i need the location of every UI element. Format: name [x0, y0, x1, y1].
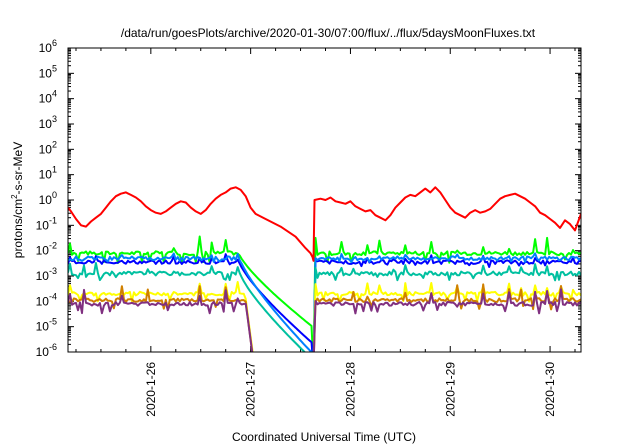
- series-line-lightblue: [68, 252, 581, 352]
- x-axis-label: Coordinated Universal Time (UTC): [232, 430, 416, 444]
- y-tick-label: 102: [39, 139, 57, 156]
- series-line-blue: [68, 253, 581, 352]
- series-line-red: [68, 186, 581, 262]
- x-axis-ticks: 2020-1-26 2020-1-27 2020-1-28 2020-1-29 2020…: [75, 48, 576, 417]
- x-tick-label: 2020-1-27: [244, 362, 258, 417]
- y-axis-ticks: 10-6 10-5 10-4 10-3 10-2 10-1 100 101 102 103 104 1…: [36, 38, 581, 359]
- y-tick-label: 101: [39, 165, 57, 182]
- y-tick-label: 10-3: [36, 266, 57, 283]
- y-tick-label: 105: [39, 63, 57, 80]
- y-tick-label: 103: [39, 114, 57, 131]
- x-tick-label: 2020-1-28: [343, 362, 357, 417]
- y-tick-label: 106: [39, 38, 57, 55]
- y-tick-label: 10-5: [36, 317, 57, 334]
- x-tick-label: 2020-1-30: [543, 362, 557, 417]
- plot-frame: [67, 47, 582, 353]
- y-tick-label: 100: [39, 190, 57, 207]
- series-line-yellow: [68, 281, 581, 352]
- x-tick-label: 2020-1-29: [443, 362, 457, 417]
- series-line-green: [68, 235, 581, 352]
- y-tick-label: 10-4: [36, 291, 57, 308]
- series-line-orange: [68, 283, 581, 352]
- y-axis-label: protons/cm2-s-sr-MeV: [10, 142, 25, 258]
- y-tick-label: 10-6: [36, 342, 57, 359]
- x-tick-label: 2020-1-26: [144, 362, 158, 417]
- y-tick-label: 10-2: [36, 241, 57, 258]
- y-tick-label: 104: [39, 89, 57, 106]
- series-lines: [68, 186, 581, 352]
- y-tick-label: 10-1: [36, 215, 57, 232]
- series-line-teal: [68, 262, 581, 352]
- chart-title: /data/run/goesPlots/archive/2020-01-30/0…: [121, 26, 536, 40]
- series-line-purple: [68, 288, 581, 352]
